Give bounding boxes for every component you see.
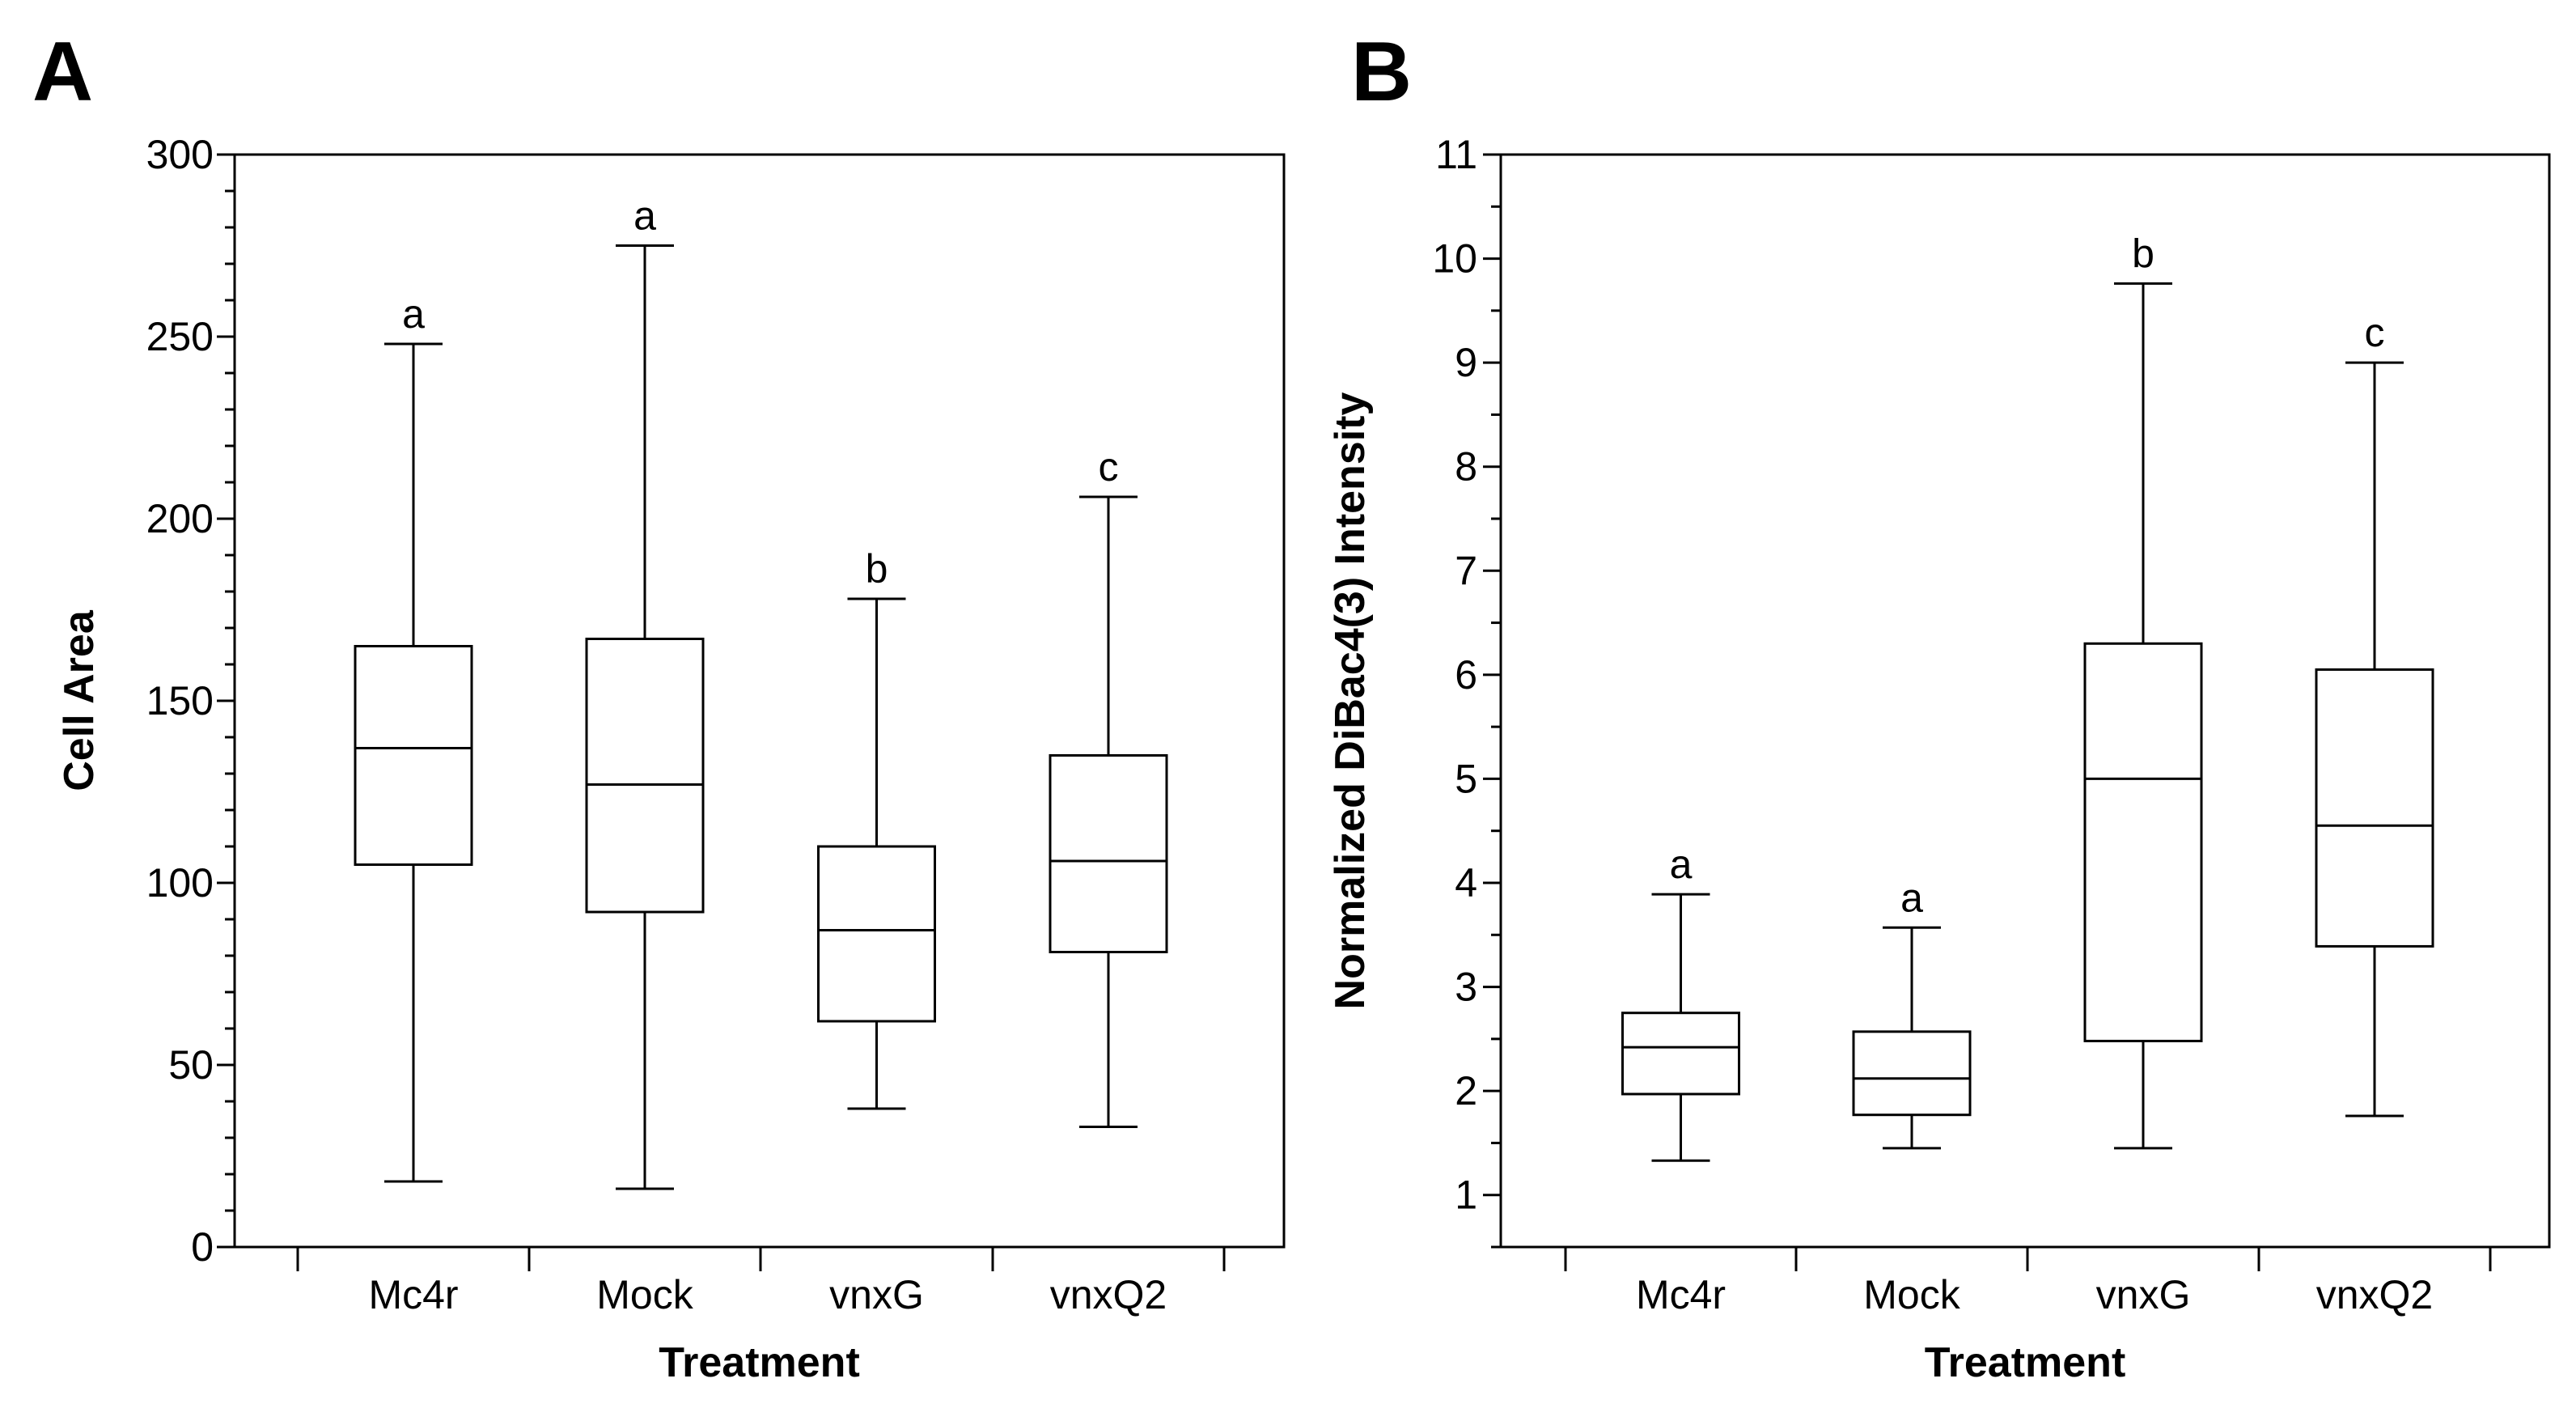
x-axis-title: Treatment <box>659 1339 860 1386</box>
y-tick-label: 11 <box>1435 132 1477 177</box>
box-vnxq2: c <box>1049 444 1168 1128</box>
y-axis-title: Cell Area <box>56 609 103 791</box>
significance-letter: a <box>1670 842 1693 887</box>
significance-letter: c <box>2365 310 2385 355</box>
iqr-box <box>1621 1012 1740 1096</box>
panel-b: B 1 2 3 4 5 6 7 8 9 10 11 Normalized DiBac4(3) Inten… <box>1327 25 2551 1386</box>
significance-letter: b <box>2132 231 2154 276</box>
x-tick-label: vnxG <box>2096 1272 2191 1317</box>
y-tick-label: 200 <box>146 496 214 541</box>
significance-letter: a <box>1900 875 1923 920</box>
y-tick-label: 8 <box>1455 444 1477 490</box>
box-vnxg: b <box>2083 231 2203 1150</box>
significance-letter: b <box>866 546 888 592</box>
y-tick-label: 150 <box>146 678 214 723</box>
x-tick-label: vnxQ2 <box>1050 1272 1167 1317</box>
iqr-box <box>2315 668 2434 948</box>
panel-a: A 0 50 100 150 200 250 300 Cell Area a Mc4r a Mock b v… <box>32 25 1286 1386</box>
iqr-box <box>817 845 936 1023</box>
y-tick-label: 0 <box>191 1224 214 1270</box>
x-tick-label: Mc4r <box>1636 1272 1726 1317</box>
y-tick-label: 100 <box>146 860 214 906</box>
y-tick-label: 5 <box>1455 756 1477 801</box>
y-tick-label: 2 <box>1455 1068 1477 1113</box>
y-tick-label: 3 <box>1455 965 1477 1010</box>
significance-letter: c <box>1099 444 1119 490</box>
plot-frame <box>1499 153 2551 1249</box>
box-mc4r: a <box>354 291 473 1183</box>
x-tick-label: Mc4r <box>368 1272 458 1317</box>
y-tick-label: 7 <box>1455 548 1477 593</box>
y-tick-label: 50 <box>168 1042 214 1088</box>
box-vnxg: b <box>817 546 936 1110</box>
panel-label: B <box>1351 25 1412 119</box>
y-tick-label: 9 <box>1455 340 1477 385</box>
y-tick-label: 10 <box>1432 236 1477 282</box>
panel-label: A <box>32 25 93 119</box>
y-tick-label: 250 <box>146 314 214 359</box>
iqr-box <box>1049 754 1168 953</box>
iqr-box <box>585 638 705 914</box>
y-tick-label: 1 <box>1455 1173 1477 1218</box>
box-mock: a <box>1852 875 1972 1150</box>
x-tick-label: vnxG <box>829 1272 924 1317</box>
significance-letter: a <box>402 291 425 337</box>
box-mc4r: a <box>1621 842 1740 1162</box>
y-tick-label: 300 <box>146 132 214 177</box>
significance-letter: a <box>633 193 656 239</box>
iqr-box <box>2083 642 2203 1042</box>
x-tick-label: vnxQ2 <box>2316 1272 2434 1317</box>
y-tick-label: 6 <box>1455 652 1477 698</box>
x-tick-label: Mock <box>1863 1272 1960 1317</box>
box-mock: a <box>585 193 705 1190</box>
x-tick-label: Mock <box>596 1272 693 1317</box>
box-vnxq2: c <box>2315 310 2434 1118</box>
y-axis-title: Normalized DiBac4(3) Intensity <box>1327 392 1374 1009</box>
x-axis-title: Treatment <box>1925 1339 2126 1386</box>
iqr-box <box>354 645 473 866</box>
y-tick-label: 4 <box>1455 860 1477 906</box>
iqr-box <box>1852 1030 1972 1117</box>
